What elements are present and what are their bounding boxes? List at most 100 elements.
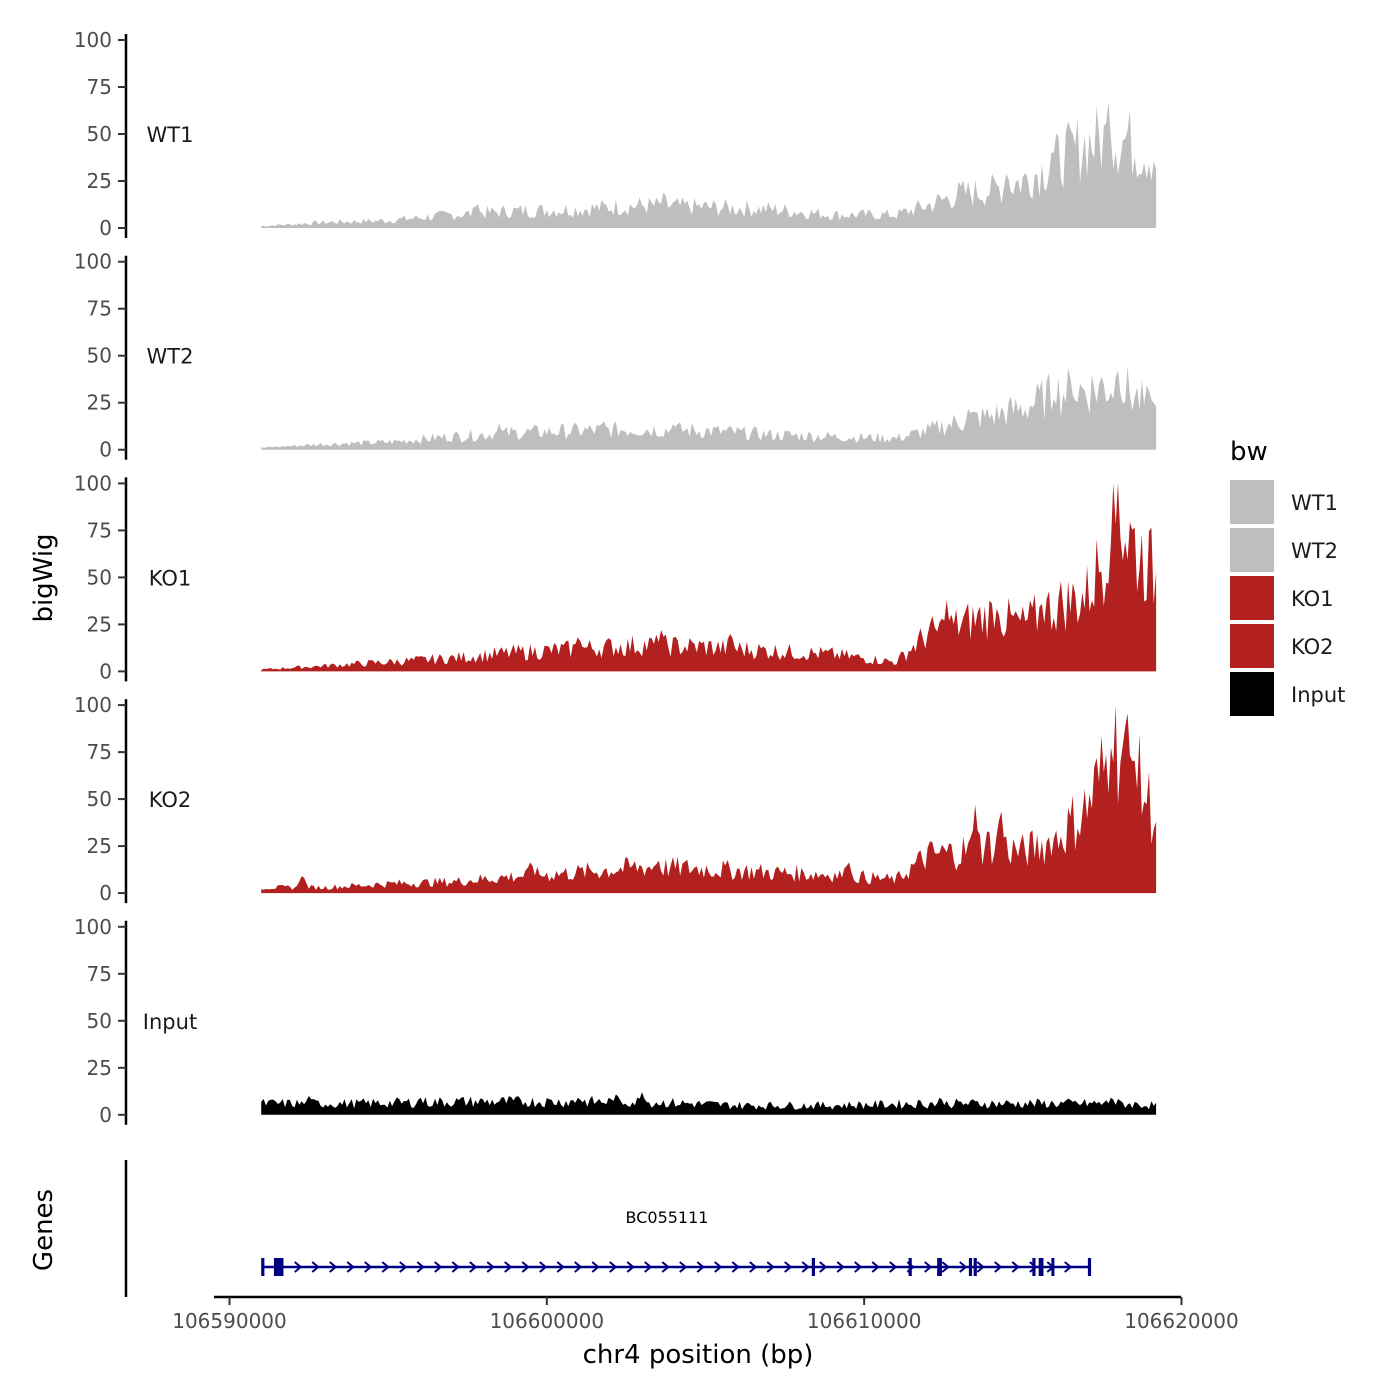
strand-arrow xyxy=(731,1261,740,1273)
strand-arrow xyxy=(784,1261,793,1273)
strand-arrow xyxy=(346,1261,355,1273)
exon xyxy=(968,1258,973,1276)
coverage-area-wt1 xyxy=(261,102,1157,228)
legend-key-input xyxy=(1230,672,1274,716)
exon xyxy=(811,1258,815,1276)
y-tick-label: 0 xyxy=(99,216,112,240)
y-tick-label: 0 xyxy=(99,659,112,683)
strand-arrow xyxy=(644,1261,653,1273)
y-tick-label: 25 xyxy=(87,169,112,193)
x-axis-title: chr4 position (bp) xyxy=(583,1340,814,1370)
y-tick-label: 75 xyxy=(87,740,112,764)
y-tick-label: 100 xyxy=(74,915,112,939)
exon xyxy=(908,1258,912,1276)
strand-arrow xyxy=(364,1261,373,1273)
y-tick-label: 100 xyxy=(74,250,112,274)
strand-arrow xyxy=(1046,1261,1055,1273)
y-tick-label: 75 xyxy=(87,518,112,542)
gene-name-label: BC055111 xyxy=(626,1208,709,1227)
strand-arrow xyxy=(434,1261,443,1273)
track-label: KO2 xyxy=(149,788,192,812)
strand-arrow xyxy=(889,1261,898,1273)
track-label: Input xyxy=(143,1010,197,1034)
strand-arrow xyxy=(871,1261,880,1273)
strand-arrow xyxy=(766,1261,775,1273)
y-tick-label: 50 xyxy=(87,565,112,589)
x-axis: 106590000 106600000 106610000 106620000 xyxy=(172,1295,1239,1333)
y-tick-label: 75 xyxy=(87,297,112,321)
exon xyxy=(273,1258,284,1276)
strand-arrow xyxy=(661,1261,670,1273)
strand-arrow xyxy=(416,1261,425,1273)
strand-arrow xyxy=(1064,1261,1073,1273)
strand-arrow xyxy=(591,1261,600,1273)
strand-arrow xyxy=(959,1261,968,1273)
strand-arrow xyxy=(574,1261,583,1273)
track-input: 0 25 50 75 100 Input xyxy=(74,915,1157,1127)
track-label: WT1 xyxy=(147,123,194,147)
coverage-area-ko2 xyxy=(261,705,1157,894)
strand-arrow xyxy=(976,1261,985,1273)
strand-arrow xyxy=(626,1261,635,1273)
x-tick-label: 106600000 xyxy=(490,1309,605,1333)
track-label: WT2 xyxy=(147,345,194,369)
y-tick-label: 25 xyxy=(87,834,112,858)
legend-label: WT2 xyxy=(1291,539,1338,563)
x-tick-label: 106610000 xyxy=(807,1309,922,1333)
y-tick-label: 75 xyxy=(87,962,112,986)
strand-arrow xyxy=(521,1261,530,1273)
strand-arrow xyxy=(451,1261,460,1273)
x-tick-label: 106590000 xyxy=(172,1309,287,1333)
strand-arrow xyxy=(819,1261,828,1273)
y-tick-label: 25 xyxy=(87,612,112,636)
strand-arrow xyxy=(556,1261,565,1273)
track-wt1: 0 25 50 75 100 WT1 xyxy=(74,28,1157,240)
y-tick-label: 25 xyxy=(87,1056,112,1080)
y-tick-label: 0 xyxy=(99,881,112,905)
legend-label: Input xyxy=(1291,683,1345,707)
y-tick-label: 50 xyxy=(87,787,112,811)
exon xyxy=(1038,1258,1044,1276)
gene-bc055111: BC055111 xyxy=(261,1208,1092,1276)
legend-label: KO2 xyxy=(1291,635,1334,659)
legend: bw WT1 WT2 KO1 KO2 Input xyxy=(1230,437,1345,716)
strand-arrow xyxy=(469,1261,478,1273)
y-tick-label: 75 xyxy=(87,75,112,99)
y-tick-label: 50 xyxy=(87,344,112,368)
y-axis-title: bigWig xyxy=(29,533,59,622)
exon xyxy=(937,1258,942,1276)
strand-arrow xyxy=(714,1261,723,1273)
coverage-area-wt2 xyxy=(261,366,1157,450)
strand-arrow xyxy=(504,1261,513,1273)
strand-arrow xyxy=(941,1261,950,1273)
strand-arrow xyxy=(696,1261,705,1273)
strand-arrow xyxy=(994,1261,1003,1273)
strand-arrow xyxy=(749,1261,758,1273)
strand-arrow xyxy=(399,1261,408,1273)
y-tick-label: 0 xyxy=(99,1103,112,1127)
y-tick-label: 25 xyxy=(87,391,112,415)
exon xyxy=(1051,1258,1055,1276)
strand-arrow xyxy=(329,1261,338,1273)
strand-arrow xyxy=(486,1261,495,1273)
coverage-area-ko1 xyxy=(261,483,1157,672)
exon xyxy=(261,1258,265,1276)
strand-arrow xyxy=(539,1261,548,1273)
track-wt2: 0 25 50 75 100 WT2 xyxy=(74,250,1157,462)
exon xyxy=(1087,1258,1092,1276)
genes-axis-title: Genes xyxy=(29,1189,59,1271)
strand-arrow xyxy=(609,1261,618,1273)
strand-arrow xyxy=(801,1261,810,1273)
strand-arrow xyxy=(854,1261,863,1273)
track-ko2: 0 25 50 75 100 KO2 xyxy=(74,693,1157,905)
gene-track: BC055111 xyxy=(124,1160,1092,1297)
x-tick-label: 106620000 xyxy=(1124,1309,1239,1333)
bigwig-tracks: 0255075100WT10255075100WT20255075100KO10… xyxy=(74,28,1157,1127)
legend-key-wt2 xyxy=(1230,528,1274,572)
y-tick-label: 100 xyxy=(74,693,112,717)
y-tick-label: 100 xyxy=(74,471,112,495)
legend-key-ko2 xyxy=(1230,624,1274,668)
legend-title: bw xyxy=(1230,437,1268,467)
strand-arrow xyxy=(924,1261,933,1273)
